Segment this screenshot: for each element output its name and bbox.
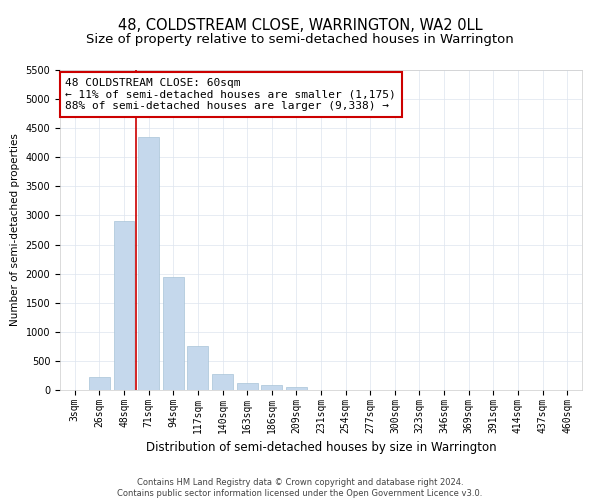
Bar xyxy=(212,374,233,390)
Bar xyxy=(187,346,208,390)
Bar xyxy=(89,377,110,390)
Bar xyxy=(163,276,184,390)
Text: 48, COLDSTREAM CLOSE, WARRINGTON, WA2 0LL: 48, COLDSTREAM CLOSE, WARRINGTON, WA2 0L… xyxy=(118,18,482,32)
Bar xyxy=(286,386,307,390)
Bar xyxy=(236,383,257,390)
Y-axis label: Number of semi-detached properties: Number of semi-detached properties xyxy=(10,134,20,326)
Bar xyxy=(113,222,134,390)
Text: Contains HM Land Registry data © Crown copyright and database right 2024.
Contai: Contains HM Land Registry data © Crown c… xyxy=(118,478,482,498)
X-axis label: Distribution of semi-detached houses by size in Warrington: Distribution of semi-detached houses by … xyxy=(146,441,496,454)
Bar xyxy=(138,137,159,390)
Text: 48 COLDSTREAM CLOSE: 60sqm
← 11% of semi-detached houses are smaller (1,175)
88%: 48 COLDSTREAM CLOSE: 60sqm ← 11% of semi… xyxy=(65,78,396,111)
Bar xyxy=(261,385,282,390)
Text: Size of property relative to semi-detached houses in Warrington: Size of property relative to semi-detach… xyxy=(86,32,514,46)
